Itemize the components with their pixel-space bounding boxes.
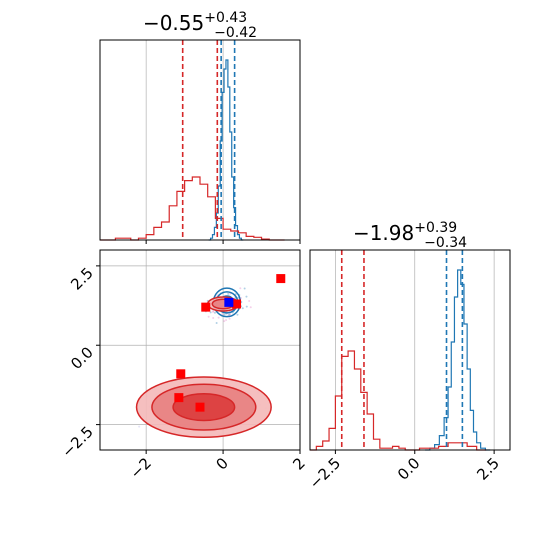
marker-red-square bbox=[176, 369, 186, 379]
marker-red-square bbox=[201, 302, 211, 312]
x-tick-label: −2 bbox=[127, 454, 155, 482]
scatter-point bbox=[245, 305, 248, 308]
scatter-point bbox=[248, 300, 251, 303]
scatter-point bbox=[221, 313, 224, 316]
title-lower-error: −0.42 bbox=[214, 25, 257, 41]
panel-title: −0.55+0.43 −0.42 bbox=[143, 10, 257, 41]
histogram-blue bbox=[425, 269, 491, 451]
marker-red-square bbox=[276, 274, 286, 284]
x-tick-label: 2.5 bbox=[473, 454, 503, 484]
scatter-point bbox=[249, 306, 252, 309]
scatter-point bbox=[227, 292, 230, 295]
title-value: −0.55 bbox=[143, 11, 204, 35]
panel-title: −1.98+0.39 −0.34 bbox=[353, 220, 467, 251]
scatter-point bbox=[245, 295, 248, 298]
histogram-blue bbox=[208, 59, 244, 241]
y-tick-label: −2.5 bbox=[58, 423, 96, 461]
y-tick-label: 2.5 bbox=[67, 264, 97, 294]
scatter-point bbox=[229, 313, 232, 316]
x-tick-label: −2.5 bbox=[306, 454, 344, 492]
marginal-histogram-bottom-right: −1.98+0.39 −0.34 −2.5 0.0 2.5 bbox=[306, 220, 511, 493]
scatter-point bbox=[241, 307, 244, 310]
histogram-red bbox=[310, 350, 487, 451]
scatter-point bbox=[228, 313, 231, 316]
title-lower-error: −0.34 bbox=[424, 235, 467, 251]
marker-blue-square bbox=[224, 297, 234, 307]
x-tick-label: 0 bbox=[212, 454, 231, 473]
scatter-point bbox=[228, 317, 231, 320]
marker-red-square bbox=[195, 402, 205, 412]
marker-red-square bbox=[174, 393, 184, 403]
marker-red-square bbox=[232, 299, 242, 309]
scatter-point bbox=[223, 320, 226, 323]
scatter-point bbox=[223, 313, 226, 316]
scatter-point bbox=[236, 313, 239, 316]
x-tick-label: 0.0 bbox=[394, 454, 424, 484]
title-value: −1.98 bbox=[353, 221, 414, 245]
title-upper-error: +0.39 bbox=[414, 220, 457, 236]
scatter-point bbox=[217, 316, 220, 319]
x-tick-label: 2 bbox=[289, 454, 308, 473]
axes-frame bbox=[99, 249, 301, 451]
scatter-point bbox=[215, 321, 218, 324]
scatter-point bbox=[225, 318, 228, 321]
axes-frame bbox=[99, 39, 301, 241]
y-tick-label: 0.0 bbox=[67, 343, 97, 373]
scatter-point bbox=[209, 311, 212, 314]
scatter-point bbox=[138, 425, 141, 428]
scatter-point bbox=[207, 315, 210, 318]
axes-frame bbox=[309, 249, 511, 451]
marginal-histogram-top-left: −0.55+0.43 −0.42 bbox=[99, 10, 301, 244]
scatter-point bbox=[239, 287, 242, 290]
title-upper-error: +0.43 bbox=[204, 10, 247, 26]
histogram-red bbox=[100, 176, 285, 241]
scatter-contour-bottom-left: −2 0 2 2.5 0.0 −2.5 bbox=[58, 249, 309, 482]
scatter-point bbox=[243, 287, 246, 290]
scatter-point bbox=[212, 310, 215, 313]
scatter-point bbox=[213, 311, 216, 314]
scatter-point bbox=[212, 316, 215, 319]
